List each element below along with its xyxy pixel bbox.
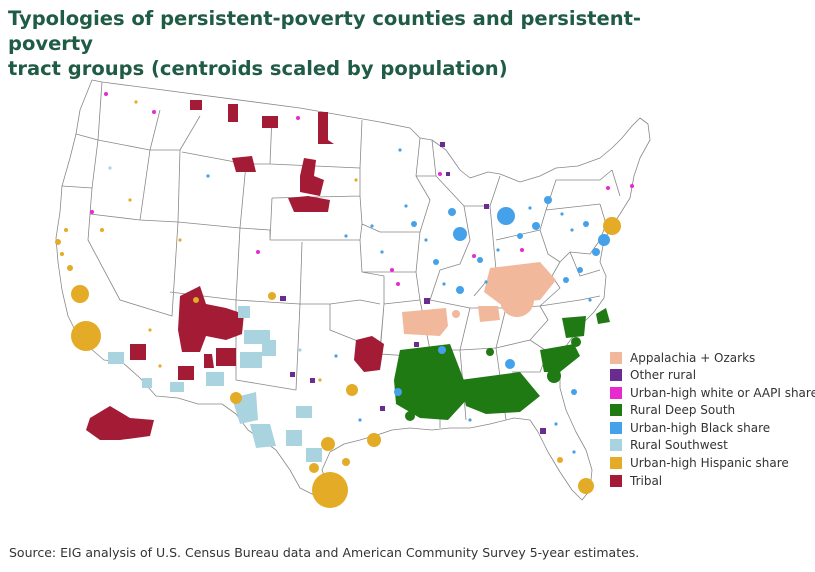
urban-white-aapi-dots xyxy=(90,92,634,286)
legend-item-deep-south: Rural Deep South xyxy=(610,402,815,419)
legend-item-urban-white: Urban-high white or AAPI share xyxy=(610,384,815,401)
title-line-2: tract groups (centroids scaled by popula… xyxy=(8,57,508,80)
urban-black-circles xyxy=(394,196,610,396)
legend-label: Rural Southwest xyxy=(630,438,728,453)
legend-item-tribal: Tribal xyxy=(610,472,815,489)
appalachia-ozarks-areas xyxy=(402,262,556,336)
legend-swatch xyxy=(610,386,622,399)
legend-label: Urban-high Hispanic share xyxy=(630,456,789,471)
legend-swatch xyxy=(610,369,622,382)
source-note: Source: EIG analysis of U.S. Census Bure… xyxy=(9,545,640,560)
us-outline xyxy=(55,79,651,501)
state-boundaries xyxy=(55,79,651,501)
title-line-1: Typologies of persistent-poverty countie… xyxy=(8,7,642,55)
legend-item-southwest: Rural Southwest xyxy=(610,437,815,454)
legend-swatch xyxy=(610,404,622,417)
legend: Appalachia + Ozarks Other rural Urban-hi… xyxy=(610,349,815,490)
legend-label: Tribal xyxy=(630,473,663,488)
legend-label: Urban-high Black share xyxy=(630,420,771,435)
chart-title: Typologies of persistent-poverty countie… xyxy=(8,6,688,81)
legend-swatch xyxy=(610,457,622,470)
legend-label: Urban-high white or AAPI share xyxy=(630,385,815,400)
legend-swatch xyxy=(610,474,622,487)
legend-label: Other rural xyxy=(630,368,697,383)
legend-item-urban-black: Urban-high Black share xyxy=(610,419,815,436)
legend-label: Appalachia + Ozarks xyxy=(630,350,756,365)
legend-swatch xyxy=(610,351,622,364)
legend-swatch xyxy=(610,421,622,434)
legend-item-appalachia: Appalachia + Ozarks xyxy=(610,349,815,366)
us-map xyxy=(55,79,651,508)
legend-label: Rural Deep South xyxy=(630,403,736,418)
urban-hispanic-circles xyxy=(55,217,621,508)
rural-deep-south-areas xyxy=(394,308,610,421)
legend-swatch xyxy=(610,439,622,452)
scattered-small-dots xyxy=(60,100,592,454)
legend-item-other-rural: Other rural xyxy=(610,367,815,384)
legend-item-hispanic: Urban-high Hispanic share xyxy=(610,455,815,472)
